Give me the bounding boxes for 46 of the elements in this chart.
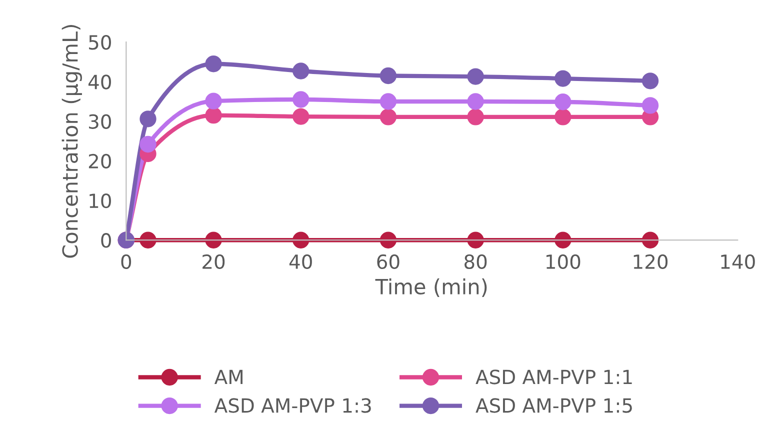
point (292, 232, 310, 248)
point (140, 110, 156, 128)
legend-label: ASD AM-PVP 1:3 (214, 398, 371, 413)
point (467, 232, 484, 248)
point (380, 67, 397, 84)
point (554, 232, 572, 248)
point (380, 93, 397, 110)
y-tick-label: 20 (88, 154, 111, 169)
point (380, 108, 397, 126)
point (205, 107, 222, 124)
point (292, 62, 310, 80)
point (467, 108, 484, 126)
point (380, 232, 397, 248)
x-tick-label: 60 (377, 254, 400, 270)
y-tick-label: 40 (88, 74, 111, 90)
point (642, 72, 659, 90)
x-tick-label: 80 (464, 254, 487, 270)
y-tick-label: 30 (89, 114, 111, 129)
point (292, 91, 310, 108)
y-tick-label: 50 (89, 35, 111, 50)
x-axis-title: Time (min) (375, 278, 487, 297)
legend-label: ASD AM-PVP 1:5 (476, 398, 632, 413)
point (467, 93, 484, 110)
point (642, 232, 659, 248)
point (554, 108, 572, 126)
point (140, 232, 156, 248)
y-tick-label: 0 (101, 233, 111, 248)
legend-label: AM (214, 370, 242, 384)
x-tick-label: 120 (634, 254, 668, 270)
point (205, 232, 222, 248)
y-tick-label: 10 (90, 193, 111, 208)
point (140, 136, 156, 153)
point (642, 97, 659, 114)
x-tick-label: 140 (721, 254, 755, 270)
point (205, 92, 222, 110)
point (292, 108, 310, 125)
point (205, 56, 222, 72)
x-tick-label: 0 (121, 254, 132, 270)
legend-label: ASD AM-PVP 1:1 (476, 370, 632, 384)
point (554, 94, 572, 110)
x-tick-label: 100 (546, 254, 580, 270)
x-tick-label: 40 (289, 254, 312, 270)
point (467, 68, 484, 85)
y-axis-title: Concentration (µg/mL) (62, 25, 82, 258)
point (554, 70, 572, 87)
x-tick-label: 20 (202, 254, 225, 270)
